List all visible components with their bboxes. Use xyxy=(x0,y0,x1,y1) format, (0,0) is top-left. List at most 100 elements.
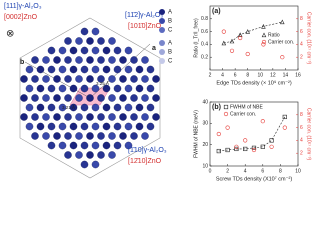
trend-line xyxy=(218,116,286,152)
y2-tick-label: 2 xyxy=(300,55,303,61)
axis-label: a xyxy=(152,45,156,52)
atom xyxy=(80,84,89,93)
y-tick-label: 10 xyxy=(202,163,208,169)
atom xyxy=(91,122,100,131)
y2-tick-label: 4 xyxy=(300,42,303,48)
atom xyxy=(80,103,89,112)
atom xyxy=(53,94,61,102)
atom xyxy=(31,56,39,64)
hexagon xyxy=(19,17,161,179)
axis-label: b xyxy=(20,59,24,66)
atom xyxy=(31,132,39,140)
marker xyxy=(260,144,265,149)
legend-label: B xyxy=(168,19,172,25)
x-tick-label: 12 xyxy=(270,72,276,78)
atom xyxy=(108,132,116,140)
x-tick-label: 4 xyxy=(221,72,224,78)
atom xyxy=(80,141,89,150)
x-tick-label: 10 xyxy=(295,168,301,174)
atom xyxy=(130,113,138,121)
atom xyxy=(25,84,34,93)
atom xyxy=(20,94,28,102)
atom xyxy=(135,84,144,93)
atom xyxy=(113,103,122,112)
marker xyxy=(280,55,285,60)
y2-tick-label: 4 xyxy=(300,138,303,144)
plot-frame xyxy=(209,101,299,167)
atom xyxy=(86,75,94,83)
legend-label: C xyxy=(168,28,173,34)
y-tick-label: 0.4 xyxy=(201,42,208,48)
y-tick-label: 0.2 xyxy=(201,55,208,61)
atom xyxy=(108,37,116,45)
atom xyxy=(108,151,116,159)
x-tick-label: 14 xyxy=(283,72,289,78)
atom xyxy=(141,132,149,140)
x-tick-label: 8 xyxy=(246,72,249,78)
atom xyxy=(152,94,160,102)
atom xyxy=(108,75,116,83)
x-tick-label: 10 xyxy=(258,72,264,78)
atom xyxy=(47,141,56,150)
atom xyxy=(102,141,111,150)
label: [12̄10]ZnO xyxy=(128,158,162,165)
atom xyxy=(108,56,116,64)
atom xyxy=(113,141,122,150)
atom xyxy=(91,27,100,36)
plot-frame xyxy=(209,5,299,71)
atom xyxy=(31,113,39,121)
x-tick-label: 4 xyxy=(244,168,247,174)
atom xyxy=(47,84,56,93)
atom xyxy=(102,46,111,55)
x-tick-label: 16 xyxy=(295,72,301,78)
label: [101̄0]ZnO xyxy=(128,23,162,30)
atom xyxy=(124,46,133,55)
atom xyxy=(108,113,116,121)
atom xyxy=(80,46,89,55)
marker xyxy=(234,144,239,149)
atom xyxy=(69,141,78,150)
marker xyxy=(238,35,243,41)
atom xyxy=(53,75,61,83)
atom xyxy=(20,113,28,121)
atom xyxy=(86,56,94,64)
atom xyxy=(75,37,83,45)
marker xyxy=(237,32,243,37)
panel-label: (b) xyxy=(212,104,221,111)
atom xyxy=(130,56,138,64)
legend-swatch xyxy=(159,40,165,46)
legend-swatch xyxy=(159,18,165,24)
marker xyxy=(221,29,226,34)
atom xyxy=(102,65,111,74)
atom xyxy=(86,113,94,121)
atom xyxy=(152,75,160,83)
atom xyxy=(102,122,111,131)
marker xyxy=(245,51,250,57)
legend-label: A xyxy=(168,41,172,47)
atom xyxy=(58,84,67,93)
marker xyxy=(229,38,235,44)
atom xyxy=(64,94,72,102)
atom xyxy=(58,65,67,74)
atom xyxy=(42,113,50,121)
atom xyxy=(47,103,56,112)
trend-line xyxy=(223,21,283,44)
y-tick-label: 0.8 xyxy=(201,16,208,22)
atom xyxy=(20,75,28,83)
atom xyxy=(80,65,89,74)
atom xyxy=(25,103,34,112)
atom xyxy=(31,94,39,102)
crystal-diagram xyxy=(19,17,161,179)
atom xyxy=(42,75,50,83)
marker xyxy=(269,138,274,143)
distance-label: 3.25 Å xyxy=(96,80,109,86)
legend-label: Ratio xyxy=(268,32,280,38)
atom xyxy=(42,56,50,64)
x-tick-label: 0 xyxy=(209,168,212,174)
atom xyxy=(119,56,127,64)
atom xyxy=(80,122,89,131)
legend-label: A xyxy=(168,10,172,16)
atom xyxy=(58,141,67,150)
x-tick-label: 2 xyxy=(209,72,212,78)
atom xyxy=(130,75,138,83)
